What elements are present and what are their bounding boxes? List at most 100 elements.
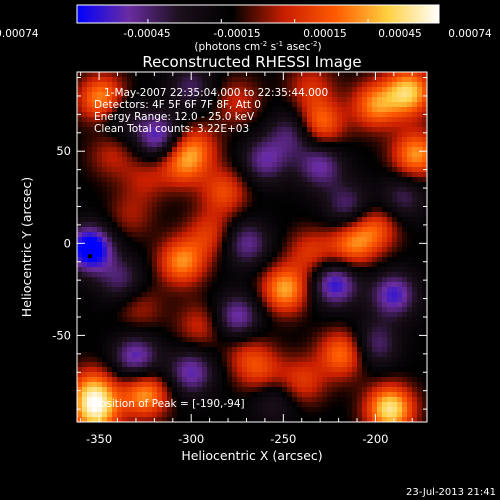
heatmap-cell	[322, 397, 328, 403]
heatmap-cell	[282, 332, 288, 338]
heatmap-cell	[407, 367, 413, 373]
heatmap-cell	[312, 167, 318, 173]
heatmap-cell	[347, 337, 353, 343]
heatmap-cell	[172, 312, 178, 318]
heatmap-cell	[117, 387, 123, 393]
heatmap-cell	[317, 342, 323, 348]
heatmap-cell	[402, 412, 408, 418]
heatmap-cell	[217, 202, 223, 208]
heatmap-cell	[352, 167, 358, 173]
heatmap-cell	[82, 137, 88, 143]
heatmap-cell	[237, 197, 243, 203]
heatmap-cell	[362, 372, 368, 378]
heatmap-cell	[82, 327, 88, 333]
heatmap-cell	[312, 282, 318, 288]
heatmap-cell	[262, 192, 268, 198]
heatmap-cell	[252, 352, 258, 358]
heatmap-cell	[237, 402, 243, 408]
heatmap-cell	[257, 392, 263, 398]
heatmap-cell	[297, 157, 303, 163]
heatmap-cell	[252, 172, 258, 178]
heatmap-cell	[352, 332, 358, 338]
heatmap-cell	[412, 202, 418, 208]
heatmap-cell	[142, 417, 148, 422]
heatmap-cell	[202, 187, 208, 193]
heatmap-cell	[152, 252, 158, 258]
heatmap-cell	[372, 117, 378, 123]
colorbar-tick-label: 0.00045	[378, 28, 421, 40]
heatmap-cell	[402, 327, 408, 333]
heatmap-cell	[142, 127, 148, 133]
heatmap-cell	[187, 72, 193, 78]
heatmap-cell	[282, 112, 288, 118]
heatmap-cell	[312, 132, 318, 138]
heatmap-cell	[142, 247, 148, 253]
heatmap-cell	[307, 222, 313, 228]
heatmap-cell	[122, 382, 128, 388]
heatmap-cell	[107, 277, 113, 283]
heatmap-cell	[117, 317, 123, 323]
heatmap-cell	[292, 247, 298, 253]
heatmap-cell	[267, 137, 273, 143]
heatmap-cell	[377, 77, 383, 83]
heatmap-cell	[212, 157, 218, 163]
heatmap-cell	[122, 352, 128, 358]
heatmap-cell	[87, 137, 93, 143]
heatmap-cell	[212, 417, 218, 422]
heatmap-cell	[237, 117, 243, 123]
heatmap-cell	[117, 327, 123, 333]
heatmap-cell	[322, 97, 328, 103]
heatmap-cell	[227, 407, 233, 413]
heatmap-cell	[82, 117, 88, 123]
heatmap-cell	[387, 262, 393, 268]
heatmap-cell	[242, 282, 248, 288]
heatmap-cell	[272, 262, 278, 268]
heatmap-cell	[232, 157, 238, 163]
heatmap-cell	[392, 87, 398, 93]
heatmap-cell	[112, 122, 118, 128]
heatmap-cell	[327, 392, 333, 398]
heatmap-cell	[157, 112, 163, 118]
heatmap-cell	[392, 247, 398, 253]
heatmap-cell	[152, 342, 158, 348]
heatmap-cell	[162, 172, 168, 178]
heatmap-cell	[132, 197, 138, 203]
heatmap-cell	[272, 392, 278, 398]
heatmap-cell	[412, 362, 418, 368]
heatmap-cell	[287, 297, 293, 303]
heatmap-cell	[127, 102, 133, 108]
heatmap-cell	[412, 72, 418, 78]
heatmap-cell	[387, 157, 393, 163]
heatmap-cell	[412, 257, 418, 263]
heatmap-cell	[82, 257, 88, 263]
heatmap-cell	[97, 72, 103, 78]
heatmap-cell	[82, 147, 88, 153]
heatmap-cell	[337, 332, 343, 338]
heatmap-cell	[272, 177, 278, 183]
heatmap-cell	[257, 407, 263, 413]
heatmap-cell	[182, 232, 188, 238]
heatmap-cell	[157, 117, 163, 123]
heatmap-cell	[372, 347, 378, 353]
heatmap-cell	[382, 137, 388, 143]
heatmap-cell	[412, 212, 418, 218]
heatmap-cell	[287, 392, 293, 398]
heatmap-cell	[357, 302, 363, 308]
heatmap-cell	[242, 272, 248, 278]
heatmap-cell	[402, 352, 408, 358]
heatmap-cell	[92, 267, 98, 273]
heatmap-cell	[112, 332, 118, 338]
heatmap-cell	[92, 277, 98, 283]
heatmap-cell	[97, 357, 103, 363]
heatmap-cell	[157, 232, 163, 238]
heatmap-cell	[192, 352, 198, 358]
heatmap-cell	[392, 352, 398, 358]
heatmap-cell	[287, 412, 293, 418]
heatmap-cell	[312, 137, 318, 143]
heatmap-cell	[172, 242, 178, 248]
heatmap-cell	[127, 412, 133, 418]
heatmap-cell	[187, 142, 193, 148]
heatmap-cell	[237, 342, 243, 348]
heatmap-cell	[237, 357, 243, 363]
heatmap-cell	[137, 172, 143, 178]
